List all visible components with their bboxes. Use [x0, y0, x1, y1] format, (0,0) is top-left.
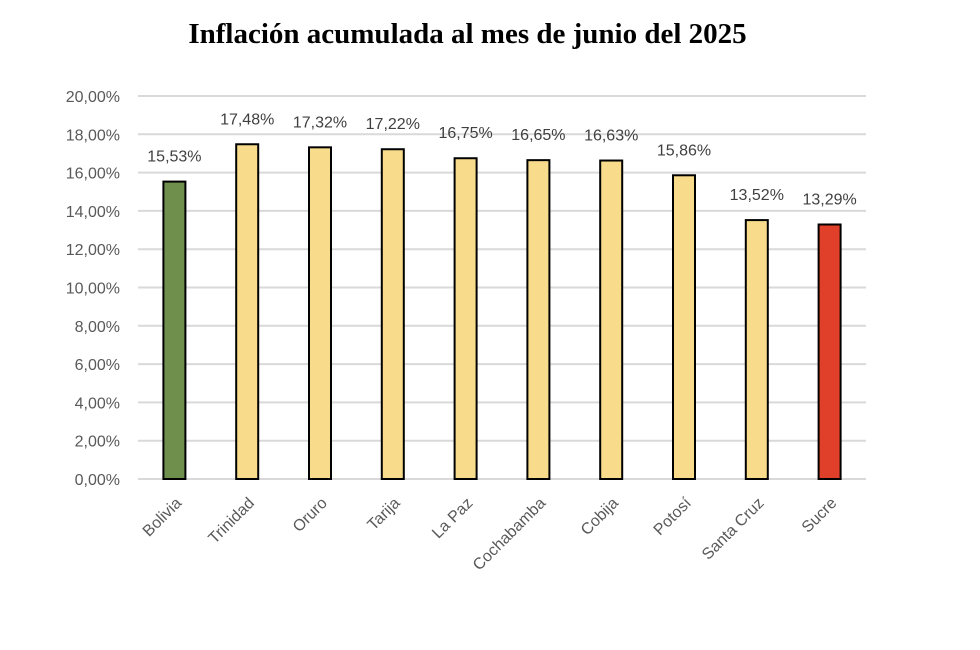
data-label: 16,65%: [511, 127, 565, 144]
bar-potosí: [672, 174, 696, 480]
y-tick-label: 16,00%: [66, 166, 120, 183]
bar-cobija: [599, 159, 624, 481]
x-tick-label: Potosí: [651, 494, 695, 538]
data-label: 16,63%: [584, 128, 638, 145]
y-axis-tick-labels: 0,00% 2,00% 4,00% 6,00% 8,00% 10,00% 12,00% 14,…: [66, 89, 120, 489]
bar-trinidad: [235, 143, 260, 480]
x-axis-tick-labels: Bolivia Trinidad Oruro Tarija La PazCochabam…: [140, 494, 841, 574]
x-tick-label: Bolivia: [140, 495, 185, 540]
data-label: 15,53%: [147, 149, 201, 166]
y-tick-label: 8,00%: [75, 319, 120, 336]
x-tick-label: Oruro: [290, 495, 331, 536]
bars: [162, 143, 842, 481]
data-label: 17,32%: [293, 114, 347, 131]
x-tick-label: Cobija: [578, 495, 622, 539]
bar-sucre: [817, 223, 842, 480]
x-tick-label: La Paz: [429, 495, 476, 542]
y-tick-label: 2,00%: [75, 434, 120, 451]
x-tick-label: Sucre: [799, 495, 841, 537]
y-tick-label: 10,00%: [66, 281, 120, 298]
bar-cochabamba: [526, 159, 551, 480]
bar-tarija: [380, 148, 405, 480]
data-label: 15,86%: [657, 142, 711, 159]
x-tick-label: Santa Cruz: [699, 495, 768, 564]
bar-santa-cruz: [744, 219, 769, 480]
y-tick-label: 0,00%: [75, 472, 120, 489]
bar-bolivia: [162, 180, 187, 480]
data-label: 17,48%: [220, 111, 274, 128]
y-tick-label: 20,00%: [66, 89, 120, 106]
data-label: 16,75%: [438, 125, 492, 142]
y-tick-label: 12,00%: [66, 242, 120, 259]
y-tick-label: 14,00%: [66, 204, 120, 221]
data-label: 13,52%: [730, 187, 784, 204]
x-tick-label: Tarija: [365, 495, 404, 534]
data-label: 13,29%: [802, 191, 856, 208]
chart-title: Inflación acumulada al mes de junio del …: [188, 18, 747, 50]
bar-la-paz: [453, 157, 478, 481]
y-tick-label: 6,00%: [75, 357, 120, 374]
data-label: 17,22%: [366, 116, 420, 133]
y-tick-label: 4,00%: [75, 395, 120, 412]
x-tick-label: Cochabamba: [470, 495, 549, 574]
y-tick-label: 18,00%: [66, 127, 120, 144]
bar-oruro: [308, 146, 332, 481]
x-tick-label: Trinidad: [206, 495, 258, 547]
data-labels: 15,53% 17,48% 17,32% 17,22% 16,75% 16,65% 16,6…: [147, 111, 856, 208]
gridlines: [138, 95, 866, 480]
